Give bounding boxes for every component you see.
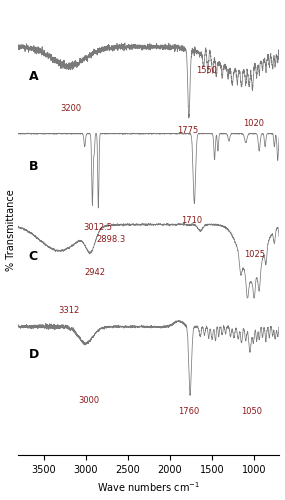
Text: 1710: 1710 xyxy=(181,216,202,225)
Text: 1550: 1550 xyxy=(196,66,217,75)
Text: 1025: 1025 xyxy=(244,250,265,258)
Text: 3312: 3312 xyxy=(58,306,80,315)
Text: 1760: 1760 xyxy=(178,407,199,416)
Text: 1020: 1020 xyxy=(243,118,264,128)
Text: 1050: 1050 xyxy=(241,407,262,416)
Text: 2898.3: 2898.3 xyxy=(97,234,126,244)
Text: 3012.5: 3012.5 xyxy=(84,224,113,232)
Text: 3000: 3000 xyxy=(79,396,100,405)
Text: B: B xyxy=(28,160,38,173)
X-axis label: Wave numbers cm$^{-1}$: Wave numbers cm$^{-1}$ xyxy=(97,480,200,494)
Text: 1775: 1775 xyxy=(177,126,198,135)
Text: D: D xyxy=(28,348,39,360)
Y-axis label: % Transmittance: % Transmittance xyxy=(5,190,16,272)
Text: A: A xyxy=(28,70,38,84)
Text: 3200: 3200 xyxy=(60,104,81,112)
Text: 2942: 2942 xyxy=(84,268,105,278)
Text: C: C xyxy=(28,250,38,263)
